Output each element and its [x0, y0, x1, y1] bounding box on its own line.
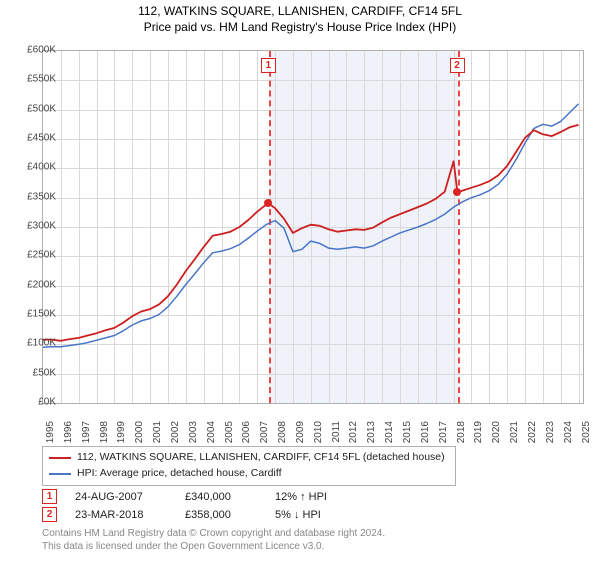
legend-item: HPI: Average price, detached house, Card… [49, 466, 449, 482]
event-date: 24-AUG-2007 [75, 491, 185, 503]
y-axis-label: £250K [16, 250, 56, 261]
y-axis-label: £50K [16, 367, 56, 378]
y-axis-label: £600K [16, 45, 56, 56]
legend-item: 112, WATKINS SQUARE, LLANISHEN, CARDIFF,… [49, 450, 449, 466]
legend-swatch [49, 473, 71, 475]
y-axis-label: £0K [16, 397, 56, 408]
footer-attribution: Contains HM Land Registry data © Crown c… [42, 528, 385, 553]
x-axis-label: 2019 [473, 421, 484, 451]
y-axis-label: £200K [16, 279, 56, 290]
y-axis-label: £150K [16, 309, 56, 320]
x-axis-label: 2024 [563, 421, 574, 451]
x-axis-label: 2021 [509, 421, 520, 451]
events-table: 1 24-AUG-2007£340,00012% ↑ HPI 2 23-MAR-201… [42, 486, 365, 525]
legend-swatch [49, 457, 71, 459]
x-axis-label: 2018 [456, 421, 467, 451]
chart-lines [43, 51, 583, 403]
y-axis-label: £400K [16, 162, 56, 173]
event-price: £340,000 [185, 491, 275, 503]
event-marker-dot [264, 199, 272, 207]
y-axis-label: £300K [16, 221, 56, 232]
x-axis-label: 2023 [545, 421, 556, 451]
x-axis-label: 2020 [491, 421, 502, 451]
event-marker-dot [453, 188, 461, 196]
legend-label: HPI: Average price, detached house, Card… [77, 466, 282, 482]
footer-line-2: This data is licensed under the Open Gov… [42, 541, 385, 554]
event-date: 23-MAR-2018 [75, 509, 185, 521]
page-subtitle: Price paid vs. HM Land Registry's House … [0, 20, 600, 34]
event-num-box: 1 [42, 489, 57, 504]
legend: 112, WATKINS SQUARE, LLANISHEN, CARDIFF,… [42, 446, 456, 486]
event-num-box: 2 [42, 507, 57, 522]
event-row: 1 24-AUG-2007£340,00012% ↑ HPI [42, 489, 365, 504]
event-price: £358,000 [185, 509, 275, 521]
y-axis-label: £100K [16, 338, 56, 349]
y-axis-label: £350K [16, 191, 56, 202]
event-marker-box: 1 [261, 58, 276, 73]
event-delta: 5% ↓ HPI [275, 509, 365, 521]
price-chart [42, 50, 584, 404]
y-axis-label: £550K [16, 74, 56, 85]
x-axis-label: 2025 [581, 421, 592, 451]
event-delta: 12% ↑ HPI [275, 491, 365, 503]
x-axis-label: 2022 [527, 421, 538, 451]
event-row: 2 23-MAR-2018£358,0005% ↓ HPI [42, 507, 365, 522]
y-axis-label: £450K [16, 133, 56, 144]
y-axis-label: £500K [16, 103, 56, 114]
page-title: 112, WATKINS SQUARE, LLANISHEN, CARDIFF,… [0, 4, 600, 18]
event-marker-box: 2 [450, 58, 465, 73]
legend-label: 112, WATKINS SQUARE, LLANISHEN, CARDIFF,… [77, 450, 445, 466]
footer-line-1: Contains HM Land Registry data © Crown c… [42, 528, 385, 541]
series-property [43, 125, 579, 341]
